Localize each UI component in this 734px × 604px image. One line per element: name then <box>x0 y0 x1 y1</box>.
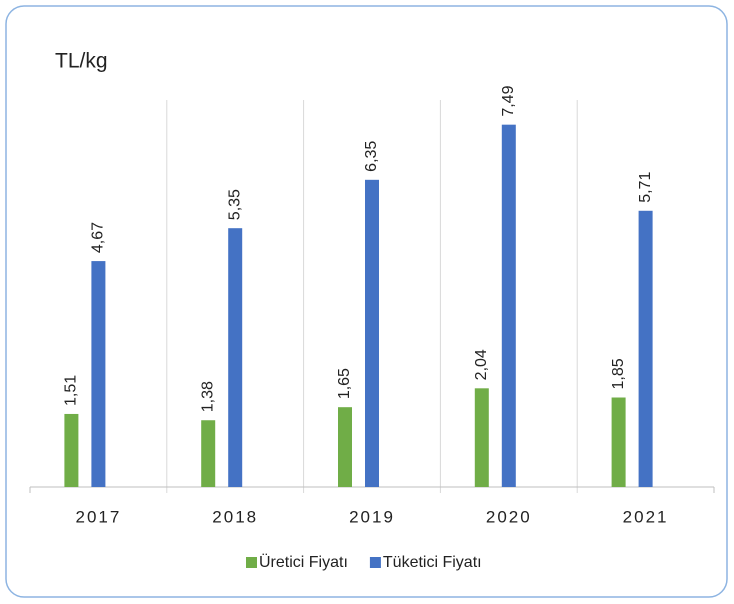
legend-swatch <box>369 557 381 568</box>
data-label: 4,67 <box>90 222 107 253</box>
data-label: 2,04 <box>473 349 490 380</box>
data-label: 1,65 <box>336 368 353 399</box>
data-label: 7,49 <box>500 85 517 116</box>
x-tick-label: 2017 <box>75 507 121 526</box>
bar <box>64 413 79 487</box>
bar <box>228 228 243 487</box>
bar <box>201 420 216 487</box>
bar <box>638 210 653 487</box>
x-tick-label: 2018 <box>212 507 258 526</box>
data-label: 5,35 <box>226 189 243 220</box>
chart-title: TL/kg <box>55 50 108 73</box>
bar <box>338 407 352 487</box>
data-label: 5,71 <box>637 172 654 203</box>
bar <box>501 124 516 487</box>
legend-label: Tüketici Fiyatı <box>383 554 482 571</box>
legend-label: Üretici Fiyatı <box>259 553 348 571</box>
x-tick-label: 2021 <box>623 507 669 526</box>
data-label: 1,85 <box>610 358 627 389</box>
legend-swatch <box>246 557 257 568</box>
x-tick-label: 2020 <box>486 507 532 526</box>
x-tick-label: 2019 <box>349 507 395 526</box>
data-label: 1,38 <box>199 381 216 412</box>
bar <box>474 388 489 487</box>
data-label: 6,35 <box>363 141 380 172</box>
bar <box>611 397 626 487</box>
bar <box>91 261 106 487</box>
data-label: 1,51 <box>63 375 80 406</box>
bar <box>365 179 379 487</box>
